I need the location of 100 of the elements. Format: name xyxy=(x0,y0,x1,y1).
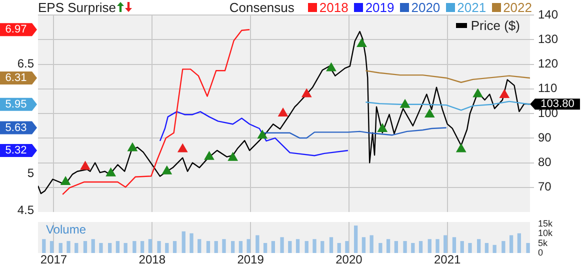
y2-tick-label: 120 xyxy=(538,56,558,71)
chart-title: EPS Surprise xyxy=(38,0,116,14)
bar xyxy=(58,242,62,253)
y2-tick-label: 15k xyxy=(538,218,554,228)
y-tick-label: 4.5 xyxy=(17,202,34,217)
bar xyxy=(280,237,284,253)
x-tick-label: 2020 xyxy=(336,252,363,265)
bar xyxy=(378,242,382,253)
bar xyxy=(329,237,334,253)
bar xyxy=(394,241,398,253)
bar xyxy=(452,237,456,253)
bar xyxy=(66,241,70,253)
bar xyxy=(91,239,95,253)
bar xyxy=(444,235,448,253)
bar xyxy=(132,241,136,253)
bar xyxy=(509,235,514,253)
point xyxy=(400,99,410,108)
bar xyxy=(116,241,120,253)
bar xyxy=(182,231,186,253)
y2-tick-label: 110 xyxy=(538,81,558,96)
point xyxy=(258,130,268,139)
y2-tick-label: 0 xyxy=(538,247,544,258)
bar xyxy=(198,239,202,253)
bar xyxy=(337,242,341,253)
bar xyxy=(157,241,161,253)
bar xyxy=(370,235,374,253)
y2-tick-label: 5k xyxy=(538,238,548,248)
bar xyxy=(386,239,390,253)
point xyxy=(128,142,138,152)
bar xyxy=(411,242,415,253)
legend-label: 2022 xyxy=(503,0,532,14)
y2-tick-label: 70 xyxy=(538,180,552,194)
text: 6.31 xyxy=(5,72,27,84)
point xyxy=(473,88,483,98)
bar xyxy=(148,239,152,253)
point xyxy=(228,152,238,161)
bar xyxy=(222,239,226,253)
legend-label: 2021 xyxy=(457,0,486,14)
bar xyxy=(468,242,472,253)
bar xyxy=(231,241,235,253)
bar xyxy=(492,244,496,253)
bar xyxy=(42,239,46,253)
x-tick-label: 2021 xyxy=(434,252,462,265)
point xyxy=(106,168,116,176)
bar xyxy=(246,239,250,253)
bar xyxy=(74,242,78,253)
point xyxy=(424,108,434,118)
bar xyxy=(99,242,103,253)
bar xyxy=(296,239,300,253)
bar xyxy=(214,241,218,253)
bar xyxy=(436,239,440,253)
point xyxy=(80,161,90,170)
point xyxy=(302,88,312,98)
bar xyxy=(50,241,54,253)
point xyxy=(278,108,288,116)
point xyxy=(60,176,70,185)
y2-tick-label: 10k xyxy=(538,228,554,238)
x-tick-label: 2018 xyxy=(138,252,166,265)
bar xyxy=(502,241,506,253)
bar xyxy=(526,242,530,253)
y-tick-label: 6.5 xyxy=(17,56,34,70)
bar xyxy=(271,241,276,253)
legend-label: 2020 xyxy=(411,0,440,14)
legend-title: Consensus xyxy=(229,0,294,14)
point xyxy=(178,144,188,152)
bar xyxy=(238,241,243,253)
bar xyxy=(428,239,432,253)
bar xyxy=(172,241,177,253)
text: 5.63 xyxy=(5,122,27,134)
bar xyxy=(165,242,169,253)
text: 5.32 xyxy=(5,144,27,157)
bar xyxy=(354,226,358,253)
text: 5.95 xyxy=(5,98,27,110)
bar xyxy=(477,239,481,253)
point xyxy=(162,166,172,174)
y2-tick-label: 90 xyxy=(538,130,552,144)
bar xyxy=(304,241,308,253)
point xyxy=(456,144,466,152)
bar xyxy=(263,242,268,253)
bar xyxy=(320,241,324,253)
bar xyxy=(190,233,194,253)
bar xyxy=(362,237,366,253)
point xyxy=(356,38,367,48)
legend-label: 2018 xyxy=(319,0,348,14)
legend-label: Price ($) xyxy=(470,18,520,33)
bar xyxy=(83,241,88,253)
text: 6.97 xyxy=(5,24,27,36)
bar xyxy=(256,235,260,253)
y2-tick-label: 80 xyxy=(538,155,552,170)
data-label: 103.80 xyxy=(540,98,574,110)
legend-label: 2019 xyxy=(365,0,394,14)
y2-tick-label: 130 xyxy=(538,32,558,46)
point xyxy=(500,90,510,98)
bar xyxy=(140,241,144,253)
y2-tick-label: 140 xyxy=(538,7,558,22)
bar xyxy=(108,242,112,253)
point xyxy=(378,124,388,132)
bar xyxy=(484,242,489,253)
point xyxy=(326,62,336,72)
bar xyxy=(124,242,128,253)
